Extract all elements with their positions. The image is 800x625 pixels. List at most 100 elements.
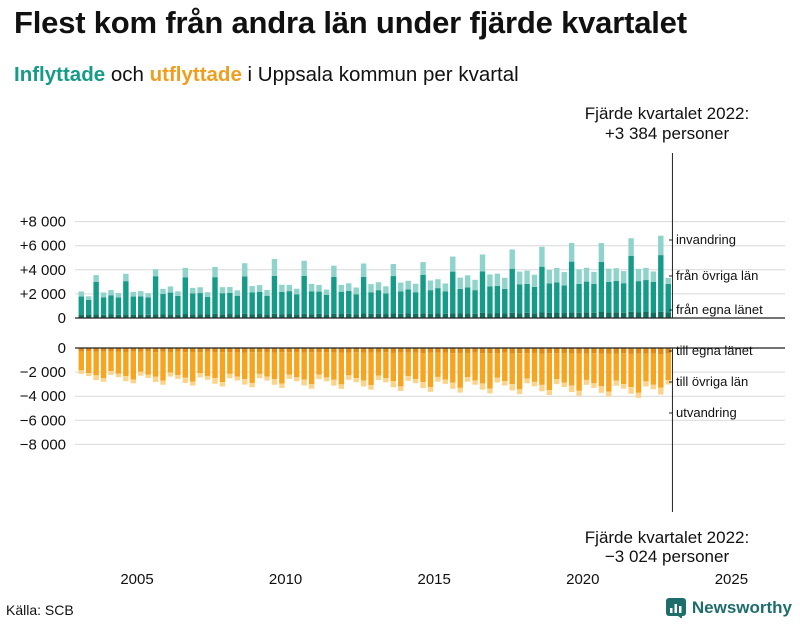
bar-in_immig	[531, 274, 538, 287]
bar-out_emig	[516, 389, 523, 395]
bar-in_other	[227, 292, 233, 315]
bar-out_own	[665, 348, 671, 354]
bar-in_other	[86, 299, 92, 315]
bar-out_other	[108, 351, 114, 372]
bar-in_own	[539, 312, 545, 318]
bar-out_emig	[658, 387, 664, 395]
bar-out_emig	[539, 384, 545, 392]
series-label-top: från övriga län	[676, 268, 758, 283]
bar-in_other	[353, 294, 359, 315]
bar-out_own	[606, 348, 612, 354]
bar-in_immig	[591, 271, 597, 284]
bar-in_own	[561, 313, 567, 318]
bar-in_immig	[383, 286, 389, 294]
bar-in_own	[249, 314, 255, 318]
bar-in_own	[234, 314, 241, 318]
bar-out_other	[464, 352, 471, 378]
bar-out_other	[160, 351, 166, 381]
y-tick-label-bottom: −6 000	[20, 412, 66, 429]
bar-out_other	[390, 352, 397, 382]
bar-out_emig	[197, 373, 203, 378]
bar-in_own	[264, 314, 270, 318]
bar-out_emig	[145, 374, 151, 378]
bar-in_other	[390, 276, 397, 314]
bar-out_other	[138, 351, 144, 372]
bar-out_other	[294, 351, 300, 378]
bar-in_immig	[502, 277, 508, 289]
bar-in_immig	[524, 270, 530, 284]
bar-out_own	[375, 348, 382, 353]
subtitle-rest: i Uppsala kommun per kvartal	[247, 63, 519, 86]
bar-out_own	[138, 348, 144, 352]
y-tick-label-top: 0	[58, 310, 66, 327]
bar-out_own	[412, 348, 419, 353]
bar-out_other	[301, 352, 307, 380]
bar-in_immig	[93, 275, 99, 282]
annotations: Fjärde kvartalet 2022:+3 384 personerFjä…	[585, 104, 763, 566]
bar-out_own	[554, 348, 560, 354]
bar-out_own	[160, 348, 166, 352]
bar-in_own	[108, 314, 114, 318]
y-tick-label-bottom: −8 000	[20, 436, 66, 453]
bar-in_other	[256, 291, 263, 315]
bar-in_other	[561, 285, 567, 314]
bar-in_other	[442, 291, 449, 314]
annotation-bottom-line1: Fjärde kvartalet 2022:	[585, 528, 749, 547]
x-tick-label: 2015	[418, 571, 451, 588]
bar-out_emig	[554, 379, 560, 385]
bar-out_other	[331, 352, 337, 380]
bar-out_emig	[204, 375, 211, 380]
bar-out_own	[316, 348, 322, 353]
bar-in_own	[606, 312, 612, 318]
bar-in_own	[591, 312, 597, 318]
bar-out_emig	[420, 381, 426, 389]
x-tick-label: 2010	[269, 571, 302, 588]
bar-out_own	[509, 348, 515, 354]
bar-in_other	[108, 295, 114, 315]
bar-in_immig	[108, 290, 114, 296]
bar-in_immig	[405, 280, 411, 290]
bar-in_other	[219, 293, 226, 315]
bar-in_immig	[479, 254, 486, 272]
bar-in_other	[115, 297, 122, 315]
y-tick-label-top: +4 000	[20, 262, 66, 279]
bar-out_other	[487, 353, 493, 389]
chart-subtitle: Inflyttade och utflyttade i Uppsala komm…	[14, 63, 519, 87]
bar-in_other	[613, 280, 619, 313]
bar-out_other	[398, 352, 404, 387]
series-label-bottom: till egna länet	[676, 343, 753, 358]
bar-in_immig	[420, 262, 426, 275]
bar-out_own	[286, 348, 293, 353]
bar-out_other	[227, 352, 233, 374]
bar-out_other	[516, 353, 523, 390]
bar-in_immig	[412, 283, 419, 293]
bar-out_own	[427, 348, 434, 353]
bar-out_emig	[190, 381, 196, 386]
bar-out_emig	[323, 377, 330, 382]
bar-in_immig	[160, 288, 166, 295]
bar-out_emig	[123, 376, 129, 382]
bar-in_immig	[219, 287, 226, 294]
bar-in_own	[271, 313, 278, 318]
bar-in_own	[86, 314, 92, 318]
bar-in_other	[346, 290, 352, 314]
bar-in_own	[160, 314, 166, 318]
bar-out_emig	[427, 387, 434, 392]
bar-in_other	[323, 294, 330, 315]
bar-in_immig	[464, 275, 471, 288]
bar-out_emig	[308, 384, 315, 389]
bar-in_own	[78, 314, 84, 318]
subtitle-utflyttade: utflyttade	[149, 63, 242, 86]
bar-in_own	[383, 314, 389, 318]
bar-in_immig	[628, 238, 634, 256]
bar-in_own	[390, 313, 397, 318]
bar-in_own	[316, 313, 322, 318]
bar-out_emig	[294, 377, 300, 382]
bar-in_own	[331, 313, 337, 318]
bar-in_own	[479, 312, 486, 318]
bar-in_other	[145, 297, 151, 315]
x-tick-label: 2025	[715, 571, 748, 588]
bar-in_own	[502, 313, 508, 318]
bar-in_own	[123, 314, 129, 318]
bar-in_own	[420, 313, 426, 318]
